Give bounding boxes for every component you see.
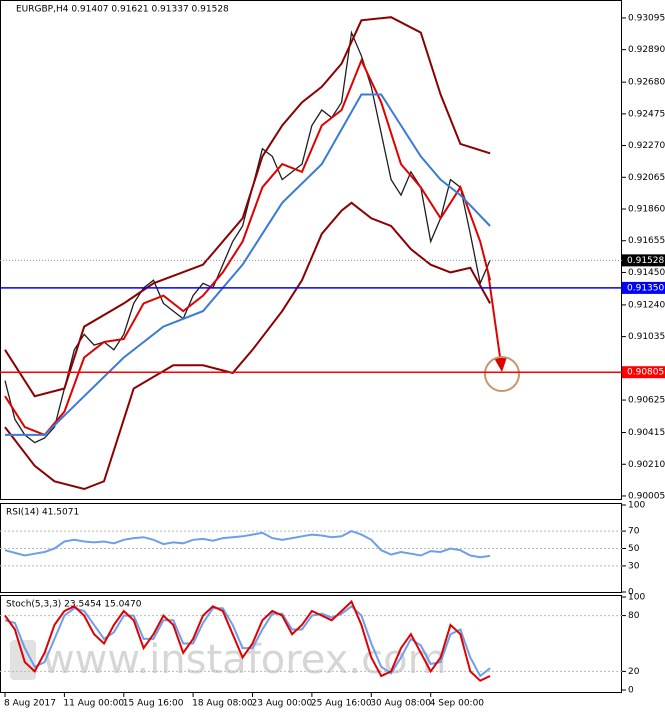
- level-label: 0.91350: [627, 283, 664, 293]
- y-tick-label: 0: [628, 588, 634, 598]
- watermark-logo: [10, 640, 36, 680]
- y-tick-label: 0: [628, 686, 634, 696]
- watermark: www.instaforex.com: [42, 637, 447, 683]
- stoch-frame: [0, 595, 622, 693]
- y-tick-label: 0.91240: [628, 300, 665, 310]
- series-line: [4, 201, 491, 491]
- x-tick-label: 8 Aug 2017: [4, 699, 56, 709]
- y-tick-label: 20: [628, 667, 640, 677]
- y-tick-label: 0.90005: [628, 491, 665, 501]
- series-line: [4, 599, 491, 682]
- series-line: [4, 16, 491, 398]
- x-tick-label: 30 Aug 08:00: [370, 699, 431, 709]
- y-tick-label: 0.92475: [628, 109, 665, 119]
- y-tick-label: 0.92270: [628, 141, 665, 151]
- series-line: [4, 30, 491, 444]
- y-tick-label: 70: [628, 527, 640, 537]
- series-line: [5, 93, 491, 436]
- forecast-arrow: [487, 271, 502, 365]
- series-line: [4, 530, 491, 559]
- x-tick-label: 11 Aug 00:00: [63, 699, 124, 709]
- arrow-head: [494, 357, 507, 372]
- x-tick-label: 15 Aug 16:00: [123, 699, 184, 709]
- y-tick-label: 0.92065: [628, 173, 665, 183]
- x-tick-label: 4 Sep 00:00: [430, 699, 485, 709]
- y-tick-label: 0.92680: [628, 78, 665, 88]
- x-tick-label: 25 Aug 16:00: [311, 699, 372, 709]
- y-tick-label: 0.91450: [628, 268, 665, 278]
- y-tick-label: 0.90210: [628, 460, 665, 470]
- y-tick-label: 0.91035: [628, 332, 665, 342]
- level-label-box: [622, 281, 665, 294]
- y-tick-label: 0.92890: [628, 45, 665, 55]
- y-tick-label: 0.90625: [628, 396, 665, 406]
- x-tick-label: 18 Aug 08:00: [192, 699, 253, 709]
- series-line: [4, 58, 492, 437]
- price-label: 0.91528: [627, 256, 664, 266]
- target-circle: [484, 356, 520, 392]
- y-tick-label: 0.91655: [628, 236, 665, 246]
- y-tick-label: 80: [628, 611, 640, 621]
- main-frame: [0, 0, 622, 500]
- chart-title: EURGBP,H4 0.91407 0.91621 0.91337 0.9152…: [16, 5, 229, 15]
- stoch-title: Stoch(5,3,3) 23.5454 15.0470: [6, 600, 142, 610]
- y-tick-label: 50: [628, 544, 640, 554]
- price-label-box: [622, 254, 665, 267]
- x-tick-label: 23 Aug 00:00: [252, 699, 313, 709]
- level-label: 0.90805: [627, 368, 664, 378]
- rsi-title: RSI(14) 41.5071: [6, 508, 79, 518]
- level-label-box: [622, 366, 665, 379]
- y-tick-label: 0.90415: [628, 428, 665, 438]
- y-tick-label: 0.93095: [628, 13, 665, 23]
- y-tick-label: 0.91860: [628, 205, 665, 215]
- y-tick-label: 100: [628, 501, 645, 511]
- series-line: [4, 604, 491, 678]
- y-tick-label: 30: [628, 561, 640, 571]
- y-tick-label: 100: [628, 593, 645, 603]
